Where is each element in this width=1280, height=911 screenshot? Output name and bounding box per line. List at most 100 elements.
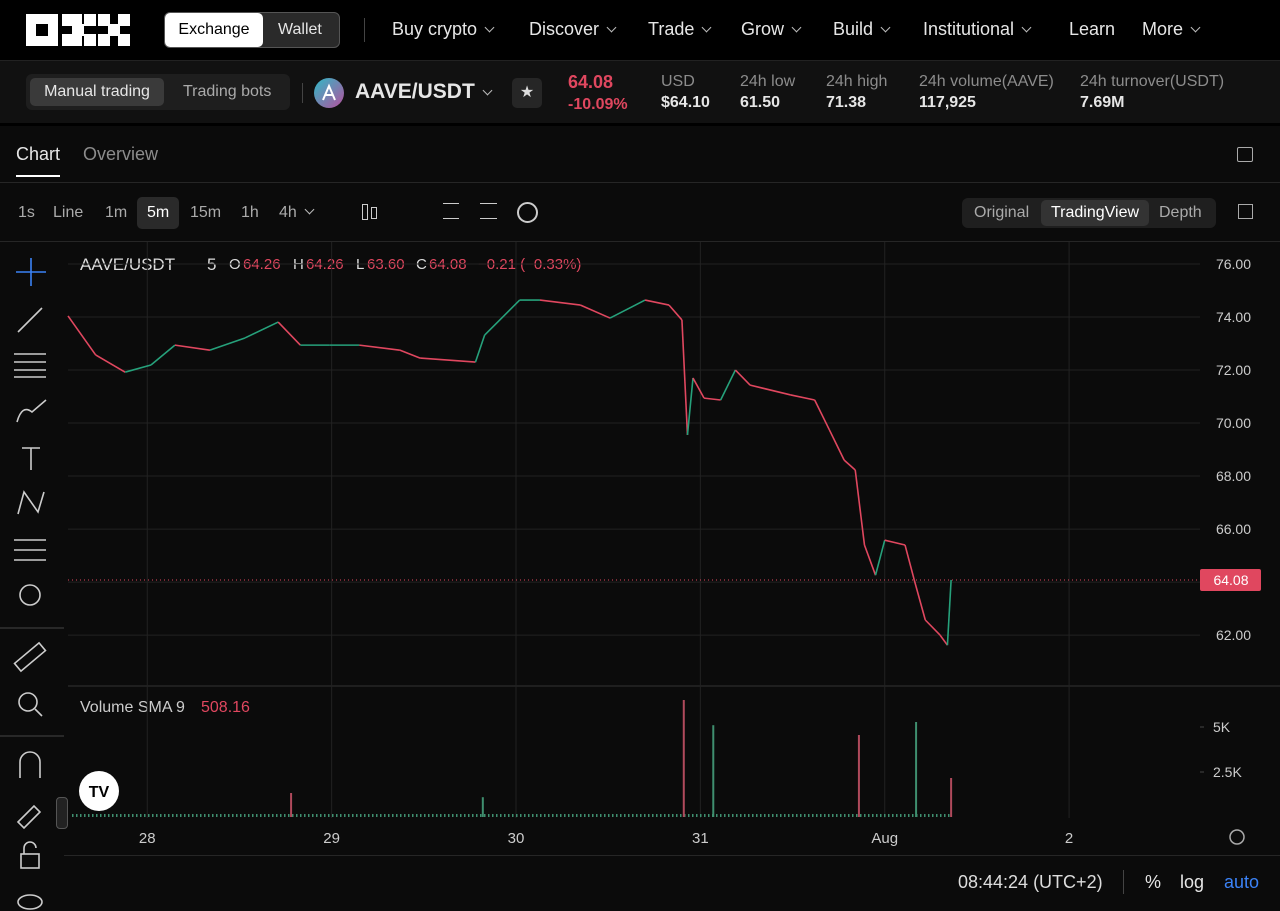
stat-label: USD — [661, 73, 695, 90]
settings-icon[interactable] — [517, 202, 538, 223]
mode-bots[interactable]: Trading bots — [183, 83, 272, 100]
tab-chart[interactable]: Chart — [16, 144, 61, 177]
volume-base — [508, 814, 510, 817]
volume-bar — [682, 700, 685, 817]
volume-base — [408, 814, 410, 817]
menu-item[interactable]: More — [1142, 19, 1199, 40]
menu-item[interactable]: Learn — [1069, 19, 1116, 39]
toggle-exchange[interactable]: Exchange — [165, 13, 263, 47]
mode-manual[interactable]: Manual trading — [30, 78, 164, 106]
volume-base — [304, 814, 306, 817]
y-tick-label: 70.00 — [1216, 415, 1251, 431]
menu-item[interactable]: Grow — [741, 19, 800, 40]
volume-base — [180, 814, 182, 817]
menu-item[interactable]: Build — [833, 19, 889, 40]
emoji-tool[interactable] — [19, 584, 41, 606]
volume-base — [116, 814, 118, 817]
volume-base — [464, 814, 466, 817]
candle-icon[interactable] — [362, 204, 368, 220]
fib-tool[interactable] — [14, 353, 46, 378]
volume-base — [96, 814, 98, 817]
toggle-wallet[interactable]: Wallet — [278, 21, 322, 38]
price-segment — [539, 299, 581, 306]
zoom-tool[interactable] — [18, 692, 43, 717]
interval[interactable]: 4h — [279, 204, 313, 222]
settings-icon[interactable] — [1229, 829, 1245, 845]
lock-tool[interactable] — [20, 841, 40, 869]
volume-base — [384, 814, 386, 817]
log-toggle[interactable]: log — [1180, 872, 1205, 892]
price-segment — [913, 579, 927, 621]
interval[interactable]: 15m — [190, 204, 222, 221]
volume-base — [80, 814, 82, 817]
interval[interactable]: 1h — [241, 204, 259, 221]
price-segment — [209, 337, 246, 351]
volume-base — [812, 814, 814, 817]
volume-base — [736, 814, 738, 817]
magnet-tool[interactable] — [19, 751, 41, 778]
list-icon[interactable] — [480, 203, 497, 219]
lock-draw-tool[interactable] — [16, 804, 42, 830]
menu-item[interactable]: Trade — [648, 19, 710, 40]
volume-base — [316, 814, 318, 817]
favorite[interactable]: ★ — [512, 78, 542, 108]
volume-base — [452, 814, 454, 817]
percent-toggle[interactable]: % — [1145, 872, 1162, 892]
interval[interactable]: 1m — [105, 204, 128, 221]
forecast-tool[interactable] — [14, 539, 46, 561]
auto-toggle[interactable]: auto — [1224, 872, 1260, 892]
volume-base — [300, 814, 302, 817]
ruler-tool[interactable] — [13, 641, 47, 673]
tab-overview[interactable]: Overview — [83, 144, 159, 164]
volume-base — [552, 814, 554, 817]
pair[interactable]: AAVE/USDT — [355, 80, 491, 104]
volume-base — [652, 814, 654, 817]
eye-tool[interactable] — [17, 894, 43, 910]
logo[interactable] — [26, 14, 130, 46]
volume-base — [924, 814, 926, 817]
volume-base — [120, 814, 122, 817]
menu-item[interactable]: Discover — [529, 19, 615, 40]
interval-selected[interactable]: 5m — [137, 197, 180, 229]
layout-icon[interactable] — [1237, 147, 1253, 162]
text-tool[interactable] — [22, 447, 40, 470]
view[interactable]: Original — [974, 204, 1030, 221]
volume-base — [252, 814, 254, 817]
interval[interactable]: Line — [53, 204, 84, 221]
volume-base — [868, 814, 870, 817]
crosshair-tool[interactable] — [16, 258, 46, 286]
fullscreen-icon[interactable] — [1238, 204, 1253, 219]
volume-base — [272, 814, 274, 817]
pattern-tool[interactable] — [17, 490, 45, 515]
line-tool[interactable] — [17, 307, 43, 333]
interval[interactable]: 1s — [18, 204, 35, 221]
volume-base — [224, 814, 226, 817]
volume-base — [824, 814, 826, 817]
volume-base — [732, 814, 734, 817]
price-segment — [124, 364, 152, 373]
indicator-icon[interactable] — [443, 203, 459, 219]
candle-icon[interactable] — [371, 207, 377, 219]
stat-label: 24h low — [740, 73, 796, 90]
view[interactable]: Depth — [1159, 204, 1202, 221]
stat-label: 24h volume(AAVE) — [919, 73, 1054, 90]
volume-base — [708, 814, 710, 817]
volume-base — [176, 814, 178, 817]
brush-tool[interactable] — [16, 399, 47, 423]
volume-base — [604, 814, 606, 817]
volume-base — [228, 814, 230, 817]
view-selected[interactable]: TradingView — [1041, 200, 1150, 226]
price-segment — [95, 354, 126, 373]
menu-item[interactable]: Institutional — [923, 19, 1030, 40]
volume-base — [444, 814, 446, 817]
collapse-handle[interactable] — [56, 797, 68, 829]
price-segment — [813, 399, 831, 431]
volume-base — [752, 814, 754, 817]
price-segment — [884, 539, 906, 546]
volume-base — [156, 814, 158, 817]
tv-badge[interactable] — [79, 771, 119, 811]
volume-base — [360, 814, 362, 817]
volume-base — [164, 814, 166, 817]
coin-icon — [314, 78, 344, 108]
menu-item[interactable]: Buy crypto — [392, 19, 493, 40]
